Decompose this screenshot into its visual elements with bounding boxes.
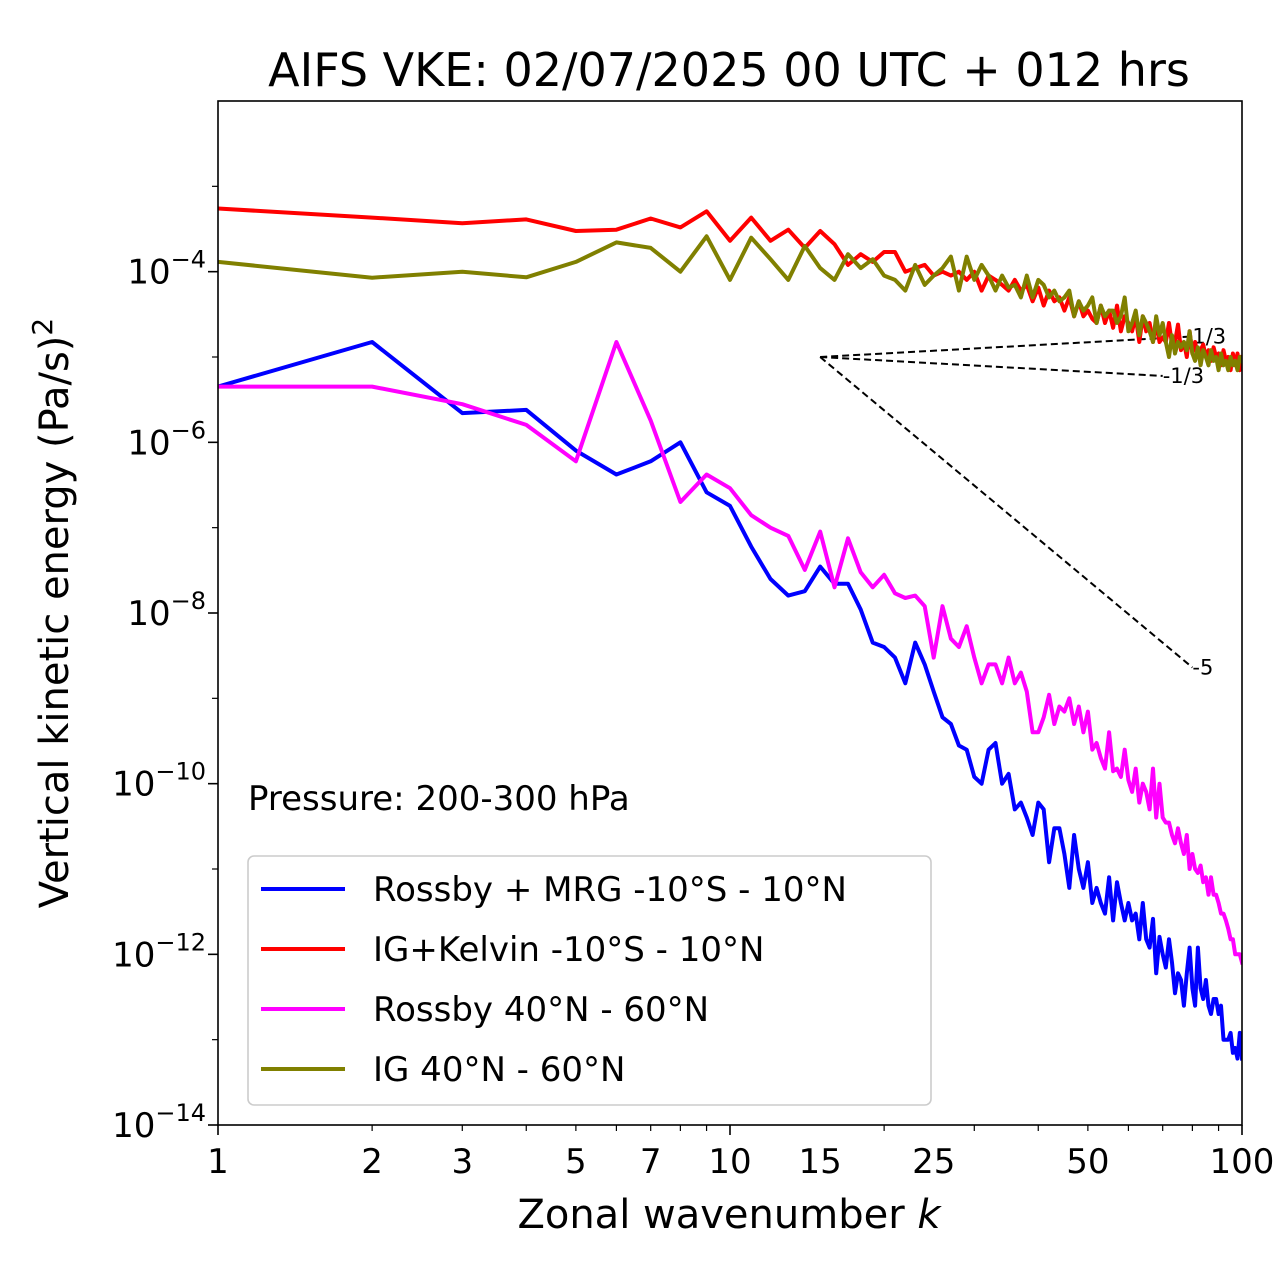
reference-line [819, 356, 1194, 669]
x-axis-label: Zonal wavenumber k [517, 1192, 942, 1238]
x-tick-label: 100 [1210, 1142, 1275, 1182]
reference-line-label: 1/3 [1192, 324, 1226, 348]
y-tick-label: 10−12 [112, 928, 206, 975]
x-tick-label: 3 [451, 1142, 473, 1182]
reference-lines [819, 335, 1194, 669]
legend-label: Rossby + MRG -10°S - 10°N [373, 870, 847, 910]
reference-line-label: -5 [1192, 655, 1213, 679]
x-tick-label: 25 [912, 1142, 955, 1182]
legend: Rossby + MRG -10°S - 10°N IG+Kelvin -10°S… [247, 855, 932, 1106]
x-tick-label: 50 [1066, 1142, 1109, 1182]
y-tick-label: 10−4 [127, 246, 206, 293]
plot-frame [217, 100, 1243, 1126]
x-tick-label: 2 [361, 1142, 383, 1182]
legend-label: IG+Kelvin -10°S - 10°N [373, 930, 764, 970]
legend-label: IG 40°N - 60°N [373, 1050, 625, 1090]
x-tick-label: 10 [708, 1142, 751, 1182]
reference-line-labels: 1/3 -1/3 -5 [1163, 324, 1226, 679]
tick-marks [208, 185, 1243, 1135]
reference-line [820, 335, 1193, 358]
y-tick-label: 10−6 [127, 416, 206, 463]
x-tick-label: 15 [799, 1142, 842, 1182]
series-line-3 [218, 340, 1242, 966]
series-lines [218, 206, 1242, 1061]
reference-line [820, 356, 1163, 377]
legend-box [247, 855, 932, 1106]
series-line-4 [218, 234, 1242, 373]
legend-label: Rossby 40°N - 60°N [373, 990, 709, 1030]
y-tick-label: 10−10 [112, 758, 206, 805]
pressure-annotation: Pressure: 200-300 hPa [248, 779, 630, 819]
x-tick-label: 7 [640, 1142, 662, 1182]
x-tick-label: 1 [207, 1142, 229, 1182]
chart-title: AIFS VKE: 02/07/2025 00 UTC + 012 hrs [268, 43, 1190, 97]
y-tick-label: 10−14 [112, 1099, 206, 1146]
y-tick-label: 10−8 [127, 587, 206, 634]
series-line-1 [218, 340, 1242, 1061]
y-axis-label: Vertical kinetic energy (Pa/s)2 [26, 318, 78, 908]
x-tick-label: 5 [565, 1142, 587, 1182]
x-tick-labels: 1 2 3 5 7 10 15 25 50 100 [207, 1142, 1274, 1182]
y-tick-labels: 10−4 10−6 10−8 10−10 10−12 10−14 [112, 246, 206, 1146]
reference-line-label: -1/3 [1163, 364, 1204, 388]
